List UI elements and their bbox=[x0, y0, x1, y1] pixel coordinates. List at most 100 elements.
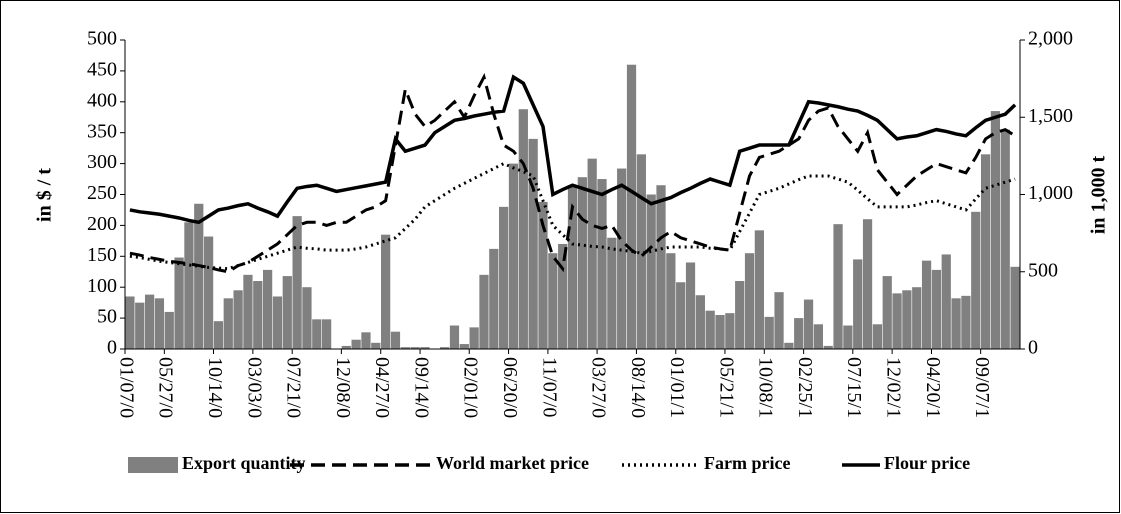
bar bbox=[253, 281, 263, 349]
bar bbox=[1000, 129, 1010, 349]
bar bbox=[479, 274, 489, 349]
bar bbox=[961, 295, 971, 349]
x-tick-label: 12/02/1 bbox=[883, 357, 905, 418]
bar bbox=[892, 293, 902, 349]
bar bbox=[440, 347, 450, 349]
bar bbox=[361, 332, 371, 349]
bar bbox=[626, 64, 637, 349]
bar bbox=[813, 324, 823, 349]
y-tick-label: 200 bbox=[87, 213, 117, 235]
x-tick-label: 05/27/0 bbox=[155, 357, 177, 418]
bar bbox=[754, 230, 764, 349]
line-series bbox=[129, 161, 1016, 271]
bar bbox=[125, 296, 135, 349]
bar bbox=[921, 260, 932, 349]
x-tick-label: 07/21/0 bbox=[283, 357, 305, 418]
y2-tick-label: 1,500 bbox=[1028, 105, 1073, 127]
bar bbox=[508, 163, 519, 349]
bar bbox=[164, 311, 174, 349]
bar bbox=[823, 345, 833, 349]
x-tick-label: 09/14/0 bbox=[410, 357, 432, 418]
bar bbox=[371, 342, 381, 349]
bar bbox=[617, 168, 627, 349]
y-tick-label: 450 bbox=[87, 58, 117, 80]
y-tick-label: 0 bbox=[107, 337, 117, 359]
bar bbox=[794, 318, 804, 349]
bar bbox=[784, 342, 794, 349]
bar bbox=[410, 347, 420, 349]
bar bbox=[735, 281, 745, 349]
x-tick-label: 10/14/0 bbox=[204, 357, 226, 418]
y2-tick-label: 500 bbox=[1028, 259, 1058, 281]
bar bbox=[912, 287, 922, 349]
bar bbox=[695, 295, 705, 349]
x-tick-label: 12/08/0 bbox=[332, 357, 354, 418]
y-axis-label: in $ / t bbox=[34, 168, 56, 222]
bar bbox=[607, 237, 617, 349]
bar bbox=[184, 222, 194, 349]
bar bbox=[567, 185, 578, 349]
bar bbox=[302, 287, 312, 349]
bar bbox=[341, 345, 351, 349]
bar bbox=[518, 109, 528, 349]
legend-label: Farm price bbox=[704, 453, 790, 473]
bar bbox=[902, 290, 912, 349]
bar bbox=[400, 347, 410, 349]
bar bbox=[144, 294, 155, 349]
bar bbox=[587, 158, 597, 349]
legend-label: Flour price bbox=[884, 453, 970, 473]
bar bbox=[390, 331, 401, 349]
x-tick-label: 02/01/0 bbox=[460, 357, 482, 418]
bar bbox=[272, 296, 283, 349]
bar bbox=[872, 324, 883, 349]
bar bbox=[469, 327, 479, 349]
y-tick-label: 50 bbox=[97, 306, 117, 328]
line-series bbox=[129, 74, 1017, 225]
x-tick-label: 06/20/0 bbox=[499, 357, 521, 418]
legend-label: World market price bbox=[436, 453, 589, 473]
bar bbox=[243, 274, 253, 349]
bar bbox=[685, 262, 696, 349]
x-tick-label: 01/07/0 bbox=[115, 357, 137, 418]
y2-tick-label: 2,000 bbox=[1028, 28, 1073, 50]
bar bbox=[312, 319, 322, 349]
x-tick-label: 10/08/1 bbox=[755, 357, 777, 418]
bar bbox=[656, 185, 666, 349]
bar bbox=[744, 253, 755, 349]
bar bbox=[971, 211, 981, 349]
bar bbox=[449, 325, 460, 349]
bar bbox=[459, 344, 469, 349]
bar bbox=[499, 206, 509, 349]
bar bbox=[862, 219, 873, 349]
y-tick-label: 500 bbox=[87, 28, 117, 50]
bar bbox=[223, 298, 233, 349]
bar bbox=[420, 347, 430, 349]
bar bbox=[282, 276, 292, 349]
bar bbox=[980, 154, 991, 349]
bar bbox=[381, 234, 391, 349]
bar bbox=[803, 299, 814, 349]
bar bbox=[154, 298, 165, 349]
x-tick-label: 05/21/1 bbox=[715, 357, 737, 418]
bar bbox=[705, 310, 715, 349]
bar bbox=[646, 194, 656, 349]
legend-swatch bbox=[128, 457, 178, 473]
bar bbox=[548, 253, 558, 349]
x-tick-label: 11/07/0 bbox=[538, 357, 560, 417]
bar bbox=[843, 325, 853, 349]
y2-tick-label: 0 bbox=[1028, 337, 1038, 359]
bar bbox=[931, 269, 942, 349]
bar bbox=[194, 203, 204, 349]
y-tick-label: 150 bbox=[87, 244, 117, 266]
bar bbox=[882, 276, 892, 349]
bar bbox=[676, 282, 686, 349]
bar bbox=[489, 248, 499, 349]
bar bbox=[262, 269, 273, 349]
bar bbox=[764, 316, 774, 349]
bar bbox=[174, 257, 184, 349]
y-tick-label: 250 bbox=[87, 182, 117, 204]
y2-axis-label: in 1,000 t bbox=[1088, 155, 1110, 234]
bar bbox=[951, 298, 961, 349]
bar bbox=[715, 315, 725, 349]
